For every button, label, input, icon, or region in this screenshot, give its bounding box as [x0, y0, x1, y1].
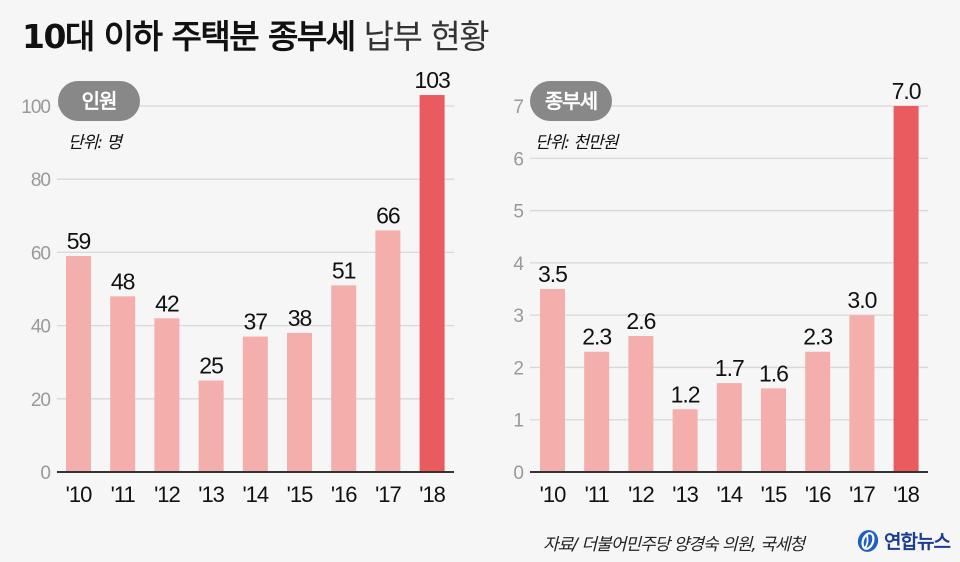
right-bar-value-label: 7.0 — [892, 78, 921, 104]
left-xtick-label: '17 — [375, 482, 401, 507]
left-bar — [287, 332, 312, 472]
right-ytick-label: 4 — [513, 254, 524, 275]
left-ytick-label: 100 — [21, 97, 50, 118]
left-bar-value-label: 103 — [414, 67, 450, 93]
chart-right-unit: 단위: 천만원 — [535, 133, 618, 153]
right-bar-value-label: 1.6 — [759, 360, 788, 386]
left-bar — [66, 256, 91, 472]
right-ytick-label: 0 — [513, 463, 523, 484]
right-ytick-label: 1 — [513, 411, 523, 432]
chart-left-unit: 단위: 명 — [68, 133, 122, 153]
right-xtick-label: '11 — [585, 482, 610, 507]
chart-left-title-pill: 인원 — [58, 81, 140, 121]
right-xtick-label: '15 — [761, 482, 787, 507]
left-xtick-label: '16 — [331, 482, 357, 507]
right-xtick-label: '17 — [849, 482, 875, 507]
yonhap-globe-icon — [857, 529, 879, 552]
right-xtick-label: '12 — [628, 482, 654, 507]
right-ytick-label: 5 — [513, 202, 523, 223]
right-bar — [761, 388, 786, 472]
left-bar — [198, 380, 224, 472]
right-bar-value-label: 2.3 — [803, 324, 832, 350]
right-xtick-label: '13 — [672, 482, 698, 507]
chart-title: 10대 이하 주택분 종부세 납부 현황 — [22, 10, 490, 58]
right-ytick-label: 7 — [513, 97, 523, 118]
right-bar-value-label: 3.0 — [847, 287, 876, 313]
left-bar — [419, 95, 445, 473]
right-bar — [672, 409, 698, 472]
left-bar — [154, 318, 180, 472]
left-bar-value-label: 38 — [288, 305, 312, 331]
right-xtick-label: '10 — [540, 482, 566, 507]
left-bar-value-label: 42 — [155, 290, 179, 316]
source-note: 자료/ 더불어민주당 양경숙 의원, 국세청 — [543, 535, 805, 555]
right-bar — [716, 383, 742, 472]
left-bar — [375, 230, 401, 472]
left-ytick-label: 40 — [31, 317, 51, 338]
left-xtick-label: '18 — [419, 482, 445, 507]
left-bar-value-label: 66 — [376, 202, 400, 228]
left-bar — [242, 336, 268, 472]
right-bar — [805, 351, 831, 472]
right-bar — [893, 106, 919, 472]
right-xtick-label: '16 — [805, 482, 831, 507]
right-ytick-label: 6 — [513, 149, 523, 170]
right-ytick-label: 2 — [513, 358, 523, 379]
right-xtick-label: '18 — [893, 482, 919, 507]
left-bar-value-label: 25 — [199, 353, 223, 379]
left-xtick-label: '13 — [198, 482, 224, 507]
right-bar — [628, 336, 654, 472]
right-bar-value-label: 2.3 — [582, 324, 611, 350]
left-bar — [110, 296, 136, 472]
right-bar-value-label: 3.5 — [538, 261, 567, 287]
chart-right-title-pill: 종부세 — [530, 81, 612, 121]
left-bar — [331, 285, 357, 472]
right-ytick-label: 3 — [513, 306, 523, 327]
right-xtick-label: '14 — [716, 482, 742, 507]
right-bar — [540, 289, 565, 472]
left-ytick-label: 80 — [31, 170, 51, 191]
left-ytick-label: 60 — [31, 243, 51, 264]
left-xtick-label: '15 — [287, 482, 313, 507]
left-bar-value-label: 59 — [67, 228, 91, 254]
title-light: 납부 현황 — [363, 17, 490, 56]
left-xtick-label: '12 — [154, 482, 180, 507]
right-bar-value-label: 2.6 — [626, 308, 655, 334]
logo-text: 연합뉴스 — [884, 531, 951, 553]
right-bar — [584, 351, 610, 472]
left-bar-value-label: 48 — [111, 268, 135, 294]
left-xtick-label: '10 — [66, 482, 92, 507]
left-xtick-label: '14 — [242, 482, 268, 507]
left-bar-value-label: 37 — [244, 309, 268, 335]
left-xtick-label: '11 — [111, 482, 136, 507]
left-ytick-label: 20 — [31, 390, 51, 411]
title-bold: 10대 이하 주택분 종부세 — [22, 17, 356, 56]
right-bar-value-label: 1.2 — [671, 381, 700, 407]
right-bar — [849, 315, 875, 472]
yonhap-logo: 연합뉴스 — [855, 527, 951, 554]
left-ytick-label: 0 — [40, 463, 50, 484]
left-bar-value-label: 51 — [332, 257, 356, 283]
right-bar-value-label: 1.7 — [715, 355, 744, 381]
